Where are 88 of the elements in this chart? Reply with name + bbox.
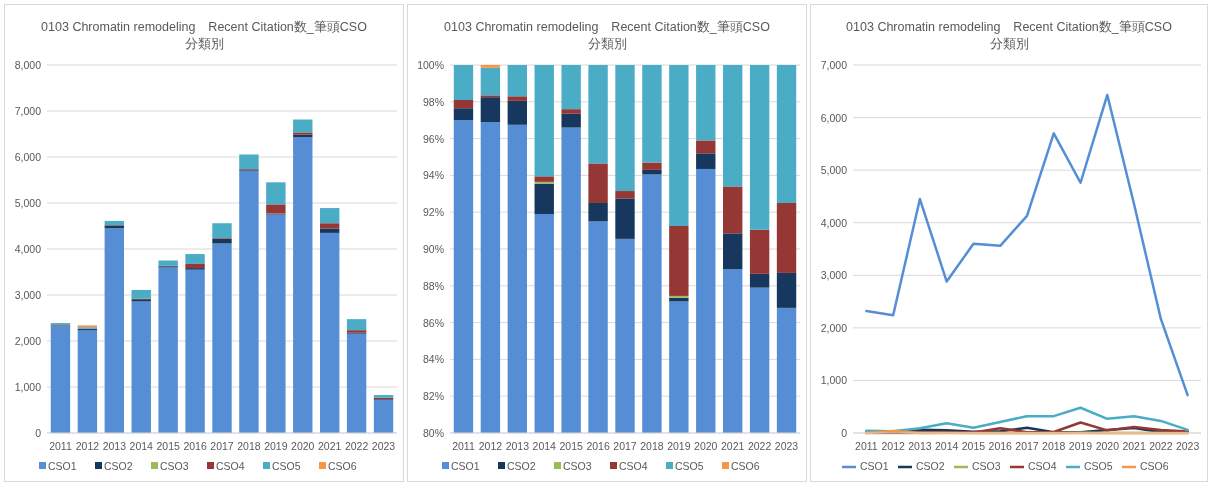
- x-tick-label: 2020: [694, 440, 718, 452]
- chart-title: 0103 Chromatin remodeling Recent Citation数_筆頭CSO分類別: [443, 19, 771, 53]
- legend-label: CSO6: [1140, 460, 1169, 472]
- y-tick-label: 94%: [422, 169, 444, 182]
- x-tick-label: 2014: [935, 440, 959, 452]
- y-tick-label: 5,000: [14, 197, 42, 209]
- x-tick-label: 2016: [183, 440, 207, 452]
- x-tick-label: 2017: [1015, 440, 1039, 452]
- y-tick-label: 3,000: [820, 269, 848, 282]
- x-tick-label: 2023: [774, 440, 799, 452]
- x-tick-label: 2017: [210, 440, 234, 452]
- legend-label: CSO5: [1084, 460, 1113, 472]
- legend-label: CSO2: [916, 460, 945, 472]
- y-tick-label: 2,000: [820, 321, 848, 334]
- x-tick-label: 2017: [613, 440, 637, 452]
- legend-label: CSO4: [619, 460, 648, 472]
- y-tick-label: 4,000: [820, 216, 848, 229]
- y-tick-label: 7,000: [14, 105, 42, 117]
- legend-label: CSO5: [272, 460, 301, 472]
- y-tick-label: 86%: [422, 316, 444, 329]
- legend-label: CSO2: [104, 460, 133, 472]
- x-tick-label: 2019: [667, 440, 691, 452]
- x-tick-label: 2019: [1068, 440, 1093, 452]
- y-tick-label: 88%: [422, 279, 444, 292]
- legend-label: CSO3: [563, 460, 592, 472]
- x-tick-label: 2022: [1149, 440, 1173, 452]
- y-tick-label: 0: [35, 427, 42, 439]
- y-tick-label: 90%: [422, 243, 444, 255]
- legend-label: CSO6: [328, 460, 357, 472]
- x-tick-label: 2015: [559, 440, 583, 452]
- x-tick-label: 2021: [318, 440, 342, 452]
- y-tick-label: 82%: [422, 390, 444, 403]
- y-tick-label: 0: [841, 427, 848, 439]
- x-tick-label: 2020: [291, 440, 315, 452]
- y-tick-label: 8,000: [14, 59, 42, 71]
- x-tick-label: 2014: [532, 440, 557, 452]
- x-tick-label: 2011: [452, 440, 475, 452]
- y-tick-label: 84%: [422, 353, 444, 366]
- legend-label: CSO6: [731, 460, 760, 472]
- x-tick-label: 2023: [1175, 440, 1200, 452]
- legend-label: CSO4: [1028, 460, 1057, 472]
- legend-label: CSO1: [451, 460, 480, 472]
- x-tick-label: 2012: [478, 440, 503, 452]
- x-tick-label: 2014: [129, 440, 154, 452]
- legend-label: CSO5: [675, 460, 704, 472]
- x-tick-label: 2013: [102, 440, 127, 452]
- y-tick-label: 1,000: [14, 381, 42, 393]
- legend-label: CSO1: [860, 460, 889, 472]
- y-tick-label: 6,000: [820, 111, 848, 124]
- legend-label: CSO2: [507, 460, 536, 472]
- x-tick-label: 2011: [49, 440, 72, 452]
- x-tick-label: 2013: [908, 440, 932, 452]
- chart-title: 0103 Chromatin remodeling Recent Citation数_筆頭CSO分類別: [845, 19, 1173, 53]
- x-tick-label: 2011: [855, 440, 878, 452]
- y-tick-label: 2,000: [14, 335, 42, 347]
- x-tick-label: 2013: [505, 440, 530, 452]
- y-tick-label: 80%: [422, 427, 444, 439]
- x-tick-label: 2015: [961, 440, 986, 452]
- legend-label: CSO3: [972, 460, 1001, 472]
- y-tick-label: 3,000: [14, 289, 42, 301]
- legend-label: CSO1: [48, 460, 77, 472]
- x-tick-label: 2016: [586, 440, 610, 452]
- x-tick-label: 2018: [237, 440, 261, 452]
- x-tick-label: 2012: [881, 440, 905, 452]
- x-tick-label: 2018: [640, 440, 664, 452]
- y-tick-label: 6,000: [14, 151, 42, 163]
- y-tick-label: 92%: [422, 206, 444, 219]
- y-tick-label: 96%: [422, 132, 444, 145]
- legend-label: CSO4: [216, 460, 245, 472]
- y-tick-label: 4,000: [14, 243, 42, 255]
- x-tick-label: 2020: [1095, 440, 1120, 452]
- x-tick-label: 2018: [1042, 440, 1066, 452]
- legend-label: CSO3: [160, 460, 189, 472]
- x-tick-label: 2012: [75, 440, 100, 452]
- y-tick-label: 1,000: [820, 374, 848, 387]
- y-tick-label: 98%: [422, 95, 444, 108]
- x-tick-label: 2022: [747, 440, 772, 452]
- y-tick-label: 5,000: [820, 164, 848, 177]
- y-tick-label: 100%: [417, 59, 444, 71]
- x-tick-label: 2019: [264, 440, 288, 452]
- x-tick-label: 2021: [721, 440, 745, 452]
- x-tick-label: 2016: [988, 440, 1013, 452]
- x-tick-label: 2015: [156, 440, 180, 452]
- x-tick-label: 2022: [344, 440, 369, 452]
- x-tick-label: 2021: [1122, 440, 1146, 452]
- x-tick-label: 2023: [371, 440, 396, 452]
- chart-title: 0103 Chromatin remodeling Recent Citation数_筆頭CSO分類別: [40, 19, 368, 53]
- y-tick-label: 7,000: [820, 59, 848, 71]
